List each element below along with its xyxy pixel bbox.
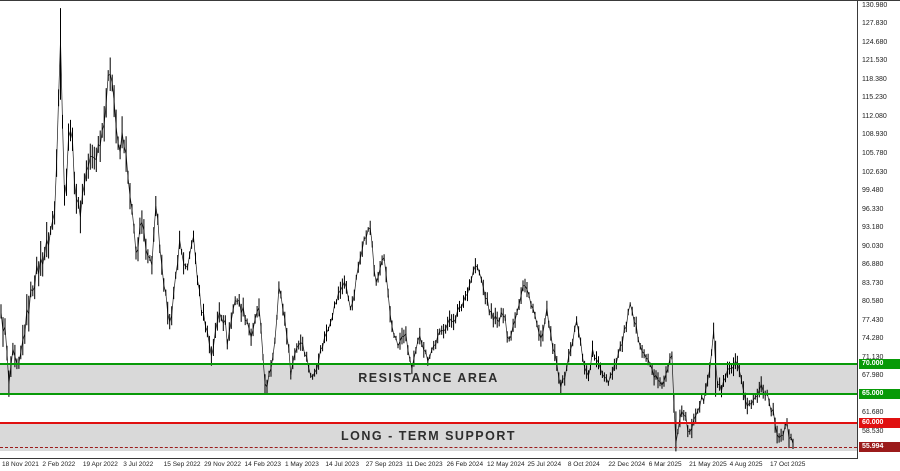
y-tick-label: 93.180: [862, 224, 884, 232]
y-tick-label: 105.780: [862, 149, 888, 157]
price-axis[interactable]: 70.000 65.000 60.000 55.994 130.980 127.8…: [859, 1, 900, 459]
x-tick-label: 12 May 2024: [487, 461, 525, 468]
x-tick-label: 26 Feb 2024: [446, 461, 484, 468]
price-series: [0, 8, 794, 452]
x-tick-label: 11 Dec 2023: [406, 461, 443, 468]
x-tick-label: 6 Mar 2025: [648, 461, 682, 468]
resistance-lower-price-tag: 65.000: [859, 388, 900, 399]
x-tick-label: 19 Apr 2022: [82, 461, 118, 468]
x-tick-label: 2 Feb 2022: [42, 461, 76, 468]
y-tick-label: 83.730: [862, 279, 884, 287]
y-tick-label: 71.130: [862, 353, 884, 361]
y-tick-label: 102.630: [862, 168, 888, 176]
y-tick-label: 90.030: [862, 242, 884, 250]
y-tick-label: 118.380: [862, 75, 887, 83]
x-tick-label: 1 May 2023: [284, 461, 319, 468]
x-tick-label: 14 Jul 2023: [325, 461, 359, 468]
x-tick-label: 22 Dec 2024: [608, 461, 646, 468]
x-tick-label: 18 Nov 2021: [2, 461, 39, 468]
y-tick-label: 77.430: [862, 316, 884, 324]
support-area-label: LONG - TERM SUPPORT: [340, 428, 517, 443]
support-line[interactable]: [0, 422, 857, 425]
y-tick-label: 112.080: [862, 112, 887, 120]
x-tick-label: 17 Oct 2025: [770, 461, 806, 468]
resistance-lower-line[interactable]: [0, 392, 857, 395]
resistance-area-band[interactable]: [0, 364, 857, 394]
y-tick-label: 80.580: [862, 298, 884, 306]
current-price-line: [0, 446, 857, 448]
y-tick-label: 124.680: [862, 38, 888, 46]
y-tick-label: 99.480: [862, 187, 884, 195]
x-tick-label: 15 Sep 2022: [163, 461, 201, 468]
x-tick-label: 14 Feb 2023: [244, 461, 282, 468]
time-axis[interactable]: 18 Nov 2021 2 Feb 2022 19 Apr 2022 3 Jul 20…: [0, 460, 858, 471]
y-tick-label: 121.530: [862, 57, 888, 65]
x-tick-label: 4 Aug 2025: [729, 461, 763, 468]
x-tick-label: 3 Jul 2022: [123, 461, 154, 468]
y-tick-label: 127.830: [862, 20, 888, 28]
y-tick-label: 108.930: [862, 131, 888, 139]
y-tick-label: 74.280: [862, 335, 884, 343]
x-tick-label: 25 Jul 2024: [527, 461, 562, 468]
y-tick-label: 86.880: [862, 261, 884, 269]
current-price-tag: 55.994: [859, 441, 900, 452]
chart-plot-area[interactable]: RESISTANCE AREA LONG - TERM SUPPORT: [0, 1, 858, 459]
x-tick-label: 27 Sep 2023: [365, 461, 403, 468]
support-area-band[interactable]: [0, 423, 857, 451]
x-tick-label: 21 May 2025: [689, 461, 727, 468]
x-tick-label: 29 Nov 2022: [204, 461, 241, 468]
y-tick-label: 115.230: [862, 94, 887, 102]
resistance-upper-price-tag: 70.000: [859, 359, 900, 370]
resistance-upper-line[interactable]: [0, 363, 857, 366]
y-tick-label: 130.980: [862, 1, 888, 9]
support-price-tag: 60.000: [859, 418, 900, 429]
y-tick-label: 96.330: [862, 205, 884, 213]
x-tick-label: 8 Oct 2024: [567, 461, 600, 468]
y-tick-label: 61.680: [862, 409, 884, 417]
y-tick-label: 58.530: [862, 427, 884, 435]
resistance-area-label: RESISTANCE AREA: [358, 371, 499, 386]
y-tick-label: 67.980: [862, 372, 884, 380]
